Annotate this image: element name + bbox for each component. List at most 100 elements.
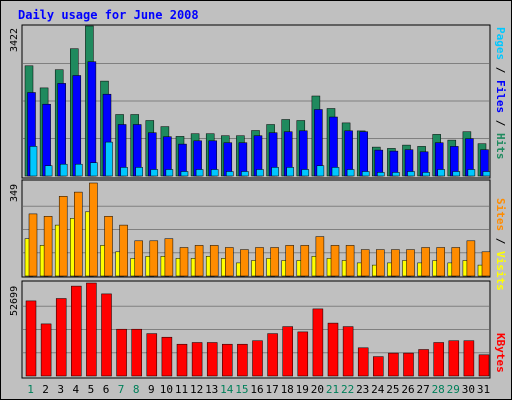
sites-bar <box>466 240 476 277</box>
pages-bar <box>407 171 415 177</box>
sites-bar <box>164 238 174 277</box>
sites-bar <box>451 247 461 277</box>
kbytes-bar <box>312 308 324 377</box>
pages-bar <box>377 172 385 177</box>
pages-bar <box>241 171 249 177</box>
day-label: 1 <box>27 383 34 396</box>
kbytes-bar <box>237 343 248 377</box>
pages-bar <box>346 169 355 177</box>
kbytes-bar <box>448 340 460 377</box>
day-label: 14 <box>220 383 234 396</box>
kbytes-bar <box>282 326 293 377</box>
day-label: 8 <box>133 383 140 396</box>
kbytes-bar <box>101 293 112 377</box>
day-label: 23 <box>356 383 369 396</box>
pages-bar <box>331 167 340 177</box>
sites-bar <box>391 249 400 277</box>
sites-bar <box>134 240 143 277</box>
day-label: 16 <box>250 383 263 396</box>
day-label: 13 <box>205 383 218 396</box>
page-title: Daily usage for June 2008 <box>18 8 199 22</box>
day-label: 22 <box>341 383 354 396</box>
kbytes-bar <box>176 343 188 377</box>
kbytes-bar <box>357 347 369 377</box>
files-bar <box>238 142 248 177</box>
sites-bar <box>58 196 68 277</box>
files-bar <box>359 131 368 177</box>
sites-bar <box>436 247 445 277</box>
kbytes-bar <box>418 349 429 377</box>
day-label: 6 <box>103 383 110 396</box>
kbytes-bar <box>86 282 97 377</box>
sites-bar <box>255 247 264 277</box>
legend-visits: Visits <box>494 251 507 291</box>
kbytes-bar <box>433 342 444 377</box>
day-label: 28 <box>432 383 445 396</box>
sites-bar <box>360 249 370 277</box>
sites-bar <box>149 240 159 277</box>
y-max-label-sites: 349 <box>9 184 20 202</box>
kbytes-bar <box>267 333 278 377</box>
kbytes-bar <box>403 352 414 377</box>
day-label: 12 <box>190 383 203 396</box>
pages-bar <box>90 162 98 177</box>
legend-files: Files <box>494 80 507 113</box>
sites-bar <box>119 224 128 277</box>
pages-bar <box>301 169 310 177</box>
legend-kbytes: KBytes <box>494 333 507 373</box>
kbytes-bar <box>252 340 263 377</box>
day-label: 4 <box>72 383 79 396</box>
pages-bar <box>286 167 294 177</box>
pages-bar <box>226 171 234 177</box>
day-labels: 1 2 3 4 5 6 7 8 9 10 11 12 13 14 15 16 17 18 19 20 21 22 23 24 2… <box>27 383 490 396</box>
pages-bar <box>361 171 370 177</box>
day-label: 25 <box>386 383 399 396</box>
pages-bar <box>105 141 113 177</box>
sites-bar <box>481 251 491 277</box>
pages-bar <box>271 167 279 177</box>
kbytes-bar <box>161 336 173 377</box>
pages-bar <box>75 163 83 177</box>
kbytes-bar <box>388 352 399 377</box>
kbytes-bar <box>463 340 475 377</box>
sites-bar <box>89 182 98 277</box>
pages-bar <box>44 165 53 177</box>
y-max-label-hits: 3422 <box>9 28 20 52</box>
legend-hits-files-pages: Pages / Files / Hits <box>494 27 507 160</box>
day-label: 2 <box>42 383 49 396</box>
files-bar <box>42 103 51 177</box>
sites-bar <box>270 247 279 277</box>
files-bar <box>57 83 66 177</box>
files-bar <box>329 116 338 177</box>
legend-sites-visits: Sites / Visits <box>494 198 507 291</box>
files-bar <box>374 149 384 177</box>
sites-bar <box>240 249 249 277</box>
legend-pages: Pages <box>494 27 507 60</box>
files-bar <box>344 130 353 177</box>
pages-bar <box>392 172 400 177</box>
kbytes-bar <box>146 333 158 377</box>
y-max-label-kbytes: 52699 <box>9 286 20 316</box>
sites-bar <box>104 216 113 277</box>
kbytes-bar <box>478 354 490 377</box>
day-label: 15 <box>235 383 248 396</box>
kbytes-bar <box>71 285 82 377</box>
sites-bar <box>330 245 340 277</box>
day-label: 3 <box>57 383 64 396</box>
kbytes-bar <box>131 328 142 377</box>
pages-bar <box>150 169 159 177</box>
kbytes-bar <box>55 298 67 377</box>
pages-bar <box>437 169 445 177</box>
files-bar <box>299 130 308 177</box>
pages-bar <box>135 167 143 177</box>
day-label: 27 <box>416 383 429 396</box>
day-label: 26 <box>401 383 414 396</box>
sites-bar <box>345 245 355 277</box>
kbytes-bar <box>222 343 233 377</box>
day-label: 9 <box>148 383 155 396</box>
sites-bar <box>406 249 415 277</box>
files-bar <box>87 61 97 177</box>
sites-bar <box>421 247 430 277</box>
pages-bar <box>482 171 491 177</box>
